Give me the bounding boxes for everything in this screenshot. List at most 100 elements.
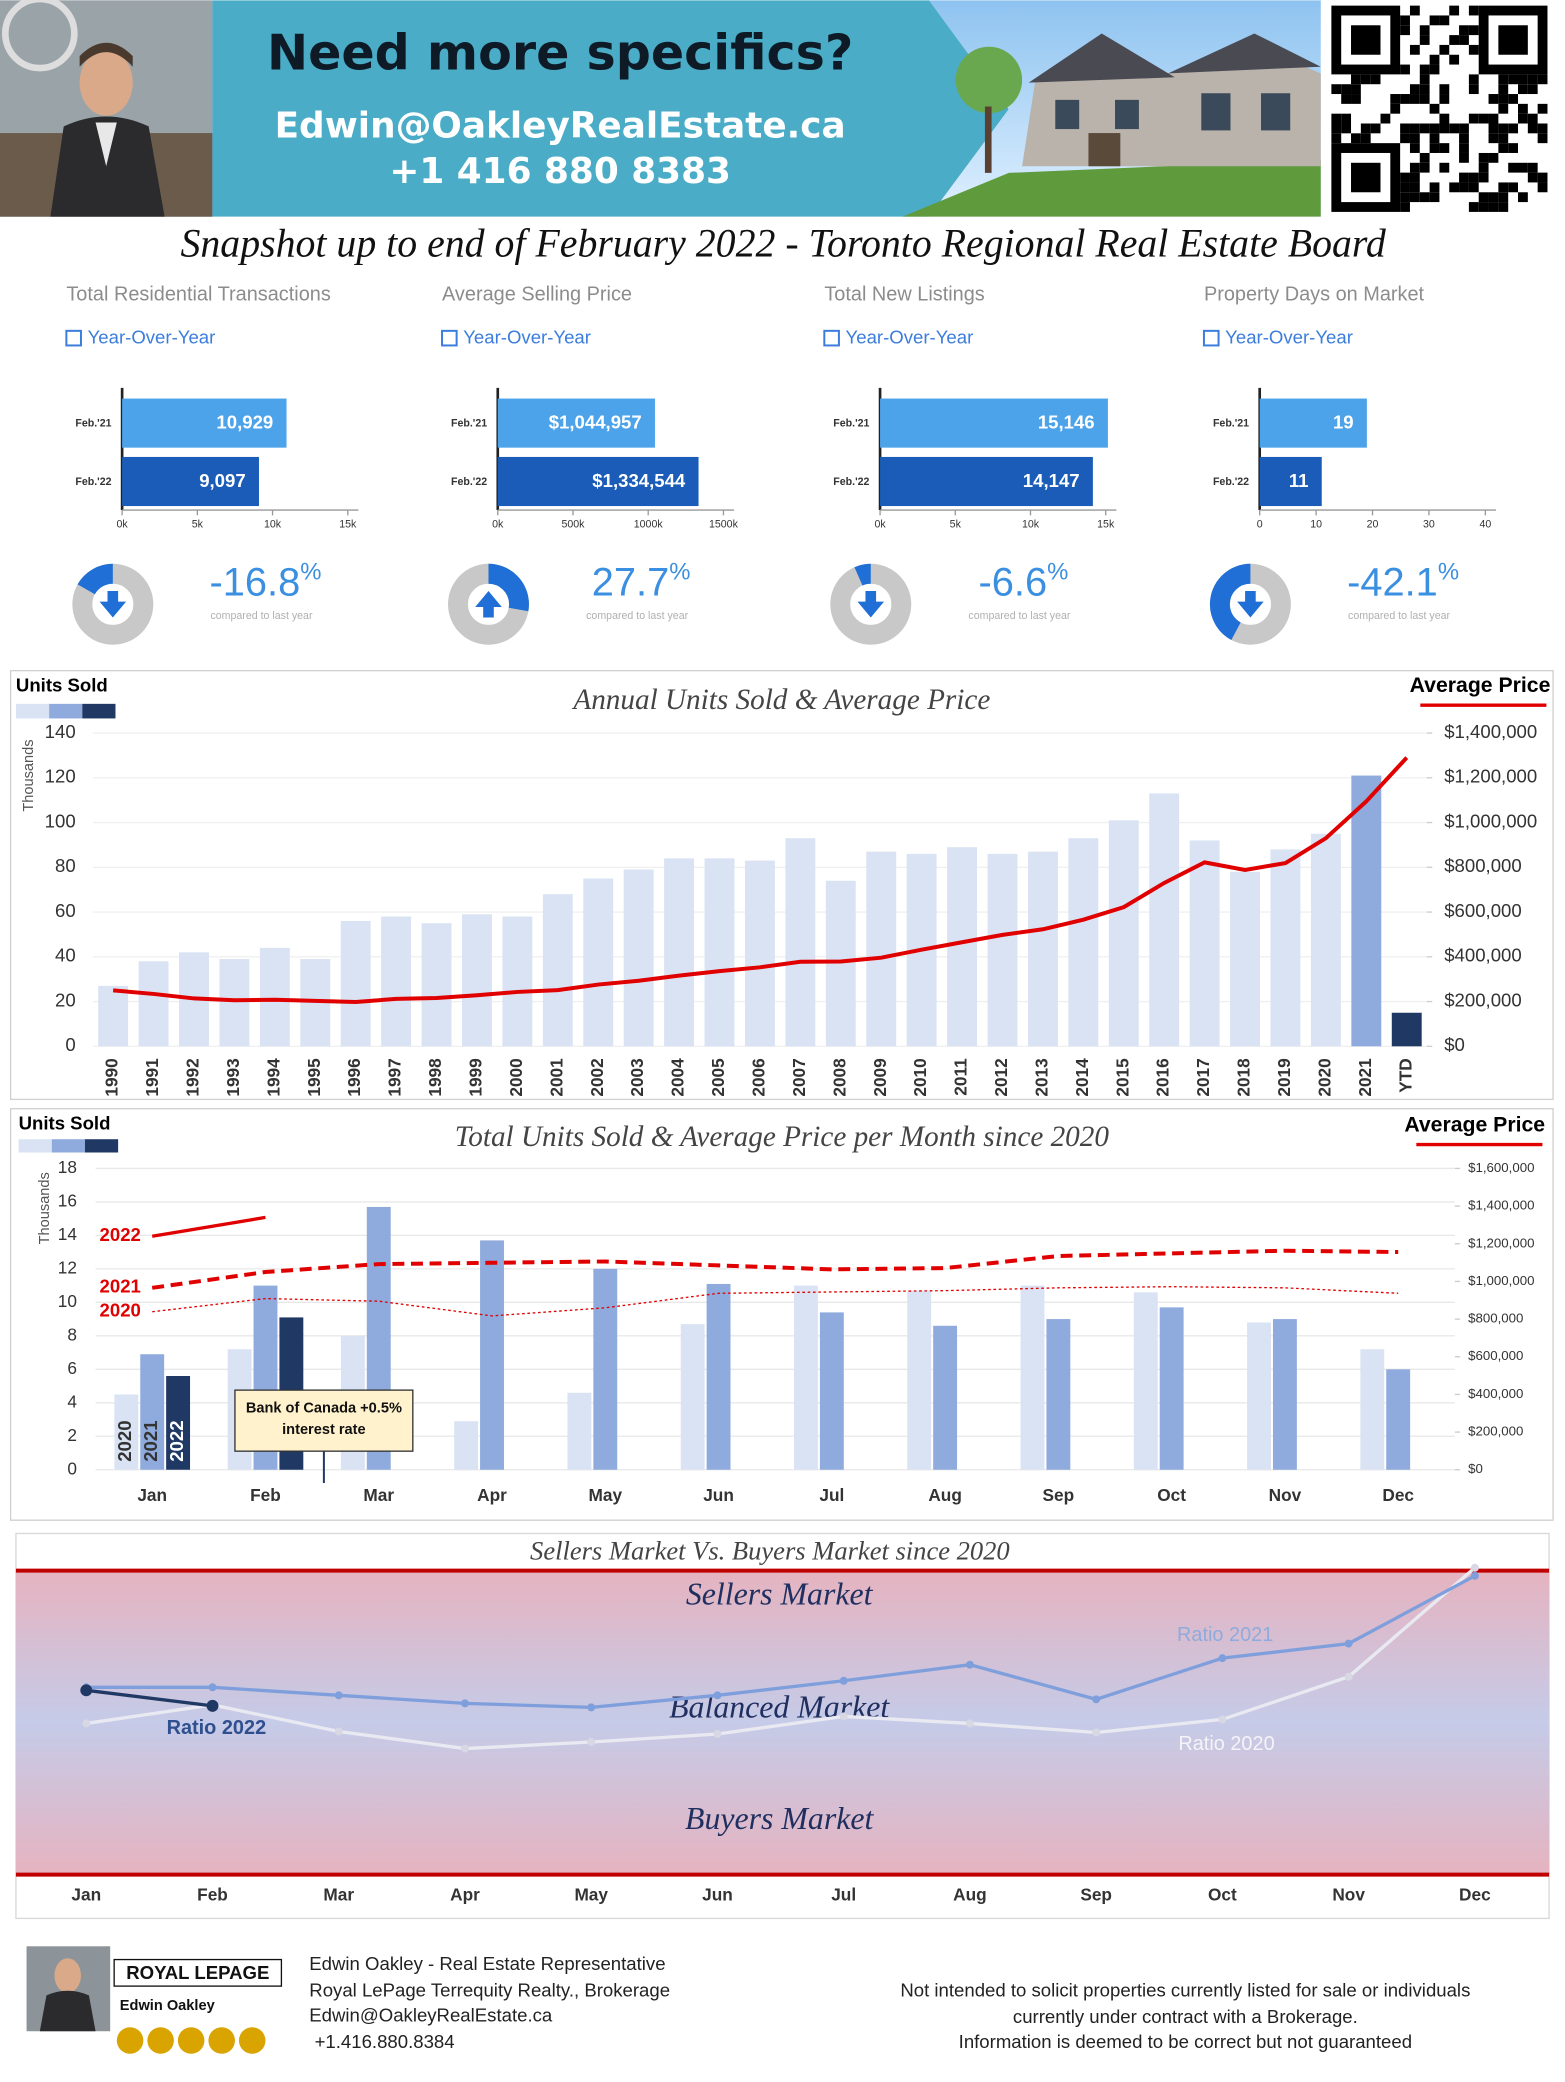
y2-tick-label: $600,000 (1444, 900, 1522, 921)
qr-module (1498, 192, 1509, 203)
y2-tick-label: $800,000 (1468, 1311, 1523, 1326)
ratio-point (1470, 1571, 1479, 1580)
legend-label: Average Price (1404, 1114, 1545, 1137)
x-tick-label: Aug (928, 1485, 962, 1505)
qr-module (1498, 94, 1509, 104)
x-tick-label: 2002 (587, 1058, 607, 1096)
change-note: compared to last year (1348, 610, 1450, 622)
qr-module (1400, 202, 1410, 212)
x-tick-label: Jul (831, 1884, 856, 1904)
y-tick-label: 2 (67, 1425, 77, 1445)
category-label: Feb.'21 (833, 418, 869, 430)
qr-module (1341, 113, 1352, 124)
qr-module (1518, 74, 1528, 85)
y-tick-label: 0 (65, 1034, 75, 1055)
y2-tick-label: $400,000 (1444, 945, 1522, 966)
x-tick-label: 1998 (425, 1058, 445, 1097)
category-label: Feb.'22 (1213, 476, 1249, 488)
qr-module (1488, 133, 1499, 144)
x-tick-label: 1990 (102, 1058, 122, 1096)
y2-tick-label: $1,400,000 (1468, 1198, 1534, 1213)
headline: Need more specifics? (267, 24, 853, 82)
qr-module (1478, 172, 1489, 183)
x-tick-label: 2018 (1234, 1058, 1254, 1097)
qr-module (1459, 35, 1469, 45)
series-label: Ratio 2020 (1178, 1733, 1274, 1755)
x-tick-label: 2001 (546, 1058, 566, 1097)
x-tick-label: 10 (1310, 518, 1322, 530)
y2-tick-label: $400,000 (1468, 1386, 1523, 1401)
bar (140, 1354, 165, 1470)
qr-module (1537, 74, 1548, 85)
x-tick-label: 1994 (263, 1058, 283, 1097)
qr-module (1419, 192, 1430, 203)
ratio-line (86, 1688, 213, 1708)
x-tick-label: 1500k (709, 518, 739, 530)
change-value: -16.8% (209, 559, 321, 604)
qr-finder (1478, 5, 1548, 75)
qr-module (1419, 162, 1430, 173)
chart-title: Annual Units Sold & Average Price (571, 684, 990, 716)
qr-module (1527, 113, 1538, 124)
trend-arrow (857, 591, 885, 618)
bar (907, 1290, 932, 1470)
qr-module (1478, 152, 1489, 163)
change-note: compared to last year (210, 610, 312, 622)
kpi-title: Total Residential Transactions (66, 283, 330, 305)
x-tick-label: 1997 (385, 1058, 405, 1096)
x-tick-label: Feb (250, 1485, 281, 1505)
x-tick-label: 1995 (304, 1058, 324, 1097)
change-unit: % (1438, 559, 1459, 586)
ratio-point (1344, 1672, 1353, 1681)
qr-module (1409, 84, 1420, 95)
bar (880, 456, 1093, 507)
qr-module (1498, 74, 1509, 85)
donut-arc (830, 563, 912, 645)
series-label: Ratio 2021 (1177, 1624, 1273, 1646)
qr-module (1360, 74, 1371, 85)
qr-module (1468, 44, 1479, 55)
kpi-period: Year-Over-Year (846, 327, 974, 348)
bar (1259, 398, 1367, 448)
qr-module (1400, 25, 1410, 36)
qr-module (1527, 162, 1538, 173)
qr-module (1351, 74, 1361, 85)
ratio-point (1092, 1728, 1101, 1737)
bar (454, 1421, 479, 1470)
x-tick-label: 10k (264, 518, 282, 530)
change-value: 27.7% (592, 559, 691, 604)
y-tick-label: 4 (67, 1391, 77, 1411)
legend-label: Units Sold (16, 674, 108, 695)
qr-module (1439, 143, 1450, 153)
qr-module (1429, 64, 1440, 75)
qr-finder (1331, 143, 1401, 212)
qr-module (1400, 94, 1410, 104)
qr-module (1331, 84, 1342, 95)
qr-module (1527, 172, 1538, 183)
bar-value-label: $1,334,544 (592, 470, 686, 491)
legend-swatch (84, 1139, 119, 1153)
x-tick-label: 20 (1367, 518, 1379, 530)
qr-module (1537, 103, 1548, 114)
qr-module (1488, 202, 1499, 212)
legend-swatch (49, 703, 83, 719)
bar-value-label: $1,044,957 (549, 412, 642, 433)
bar (1027, 851, 1058, 1047)
qr-module (1409, 172, 1420, 183)
qr-module (1508, 94, 1519, 104)
bar (1310, 833, 1341, 1047)
qr-module (1439, 94, 1450, 104)
qr-module (1449, 35, 1460, 45)
bar (664, 858, 695, 1047)
qr-module (1488, 123, 1499, 134)
qr-module (1370, 74, 1381, 85)
disclaimer-line: currently under contract with a Brokerag… (1013, 2006, 1358, 2027)
qr-module (1478, 192, 1489, 203)
x-tick-label: 2021 (1355, 1058, 1375, 1097)
bar (340, 921, 371, 1047)
x-tick-label: 2017 (1193, 1058, 1213, 1096)
legend-swatch (82, 703, 116, 719)
bar (381, 916, 412, 1047)
qr-modules (1331, 5, 1548, 212)
qr-module (1360, 133, 1371, 144)
